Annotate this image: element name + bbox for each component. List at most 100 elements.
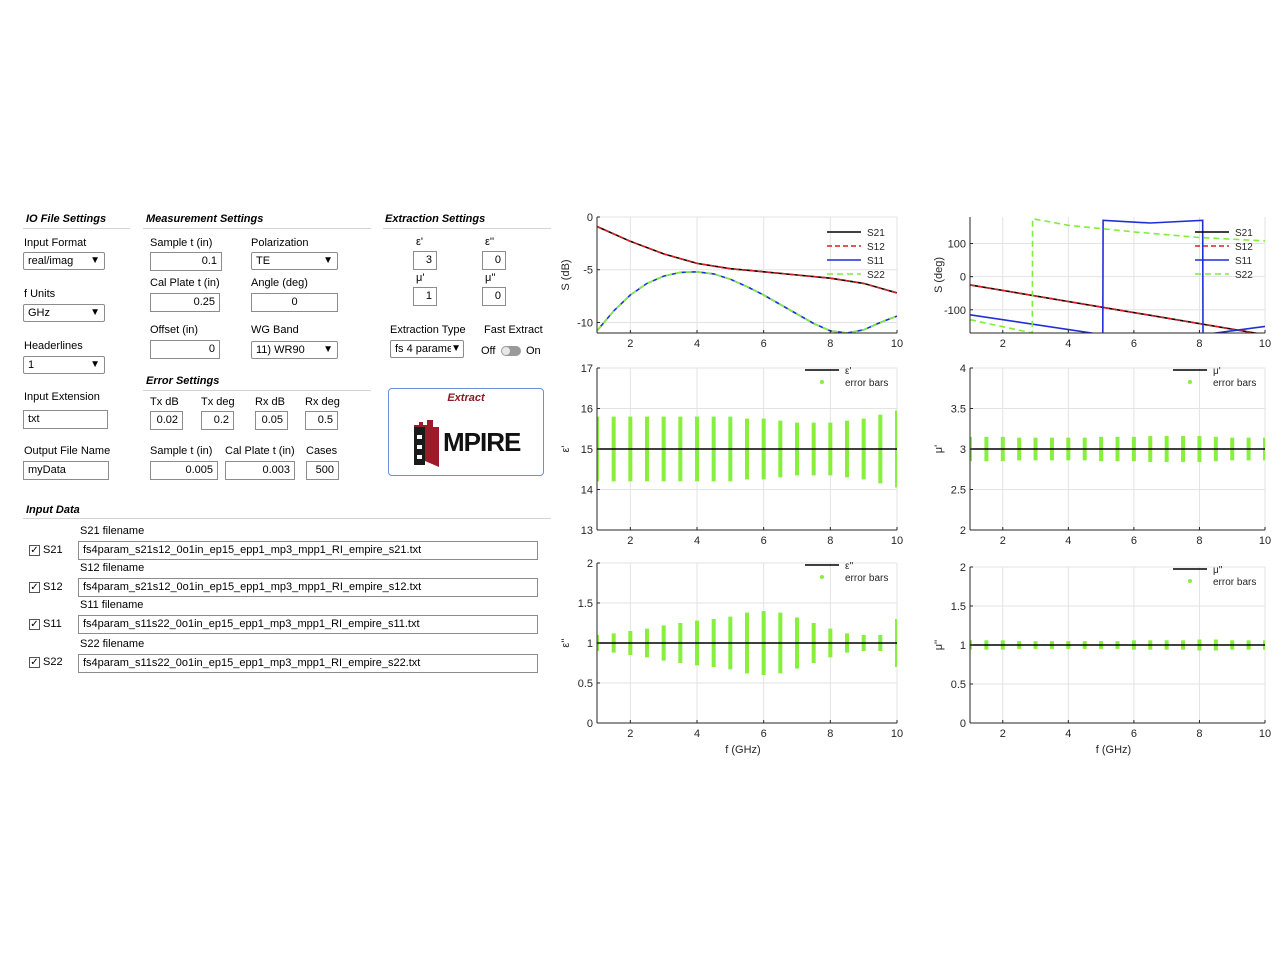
x-tick-label: 8 [827,728,833,740]
s12-filename-field[interactable]: fs4param_s21s12_0o1in_ep15_epp1_mp3_mpp1… [78,578,538,597]
y-tick-label: 3 [960,444,966,456]
eps-imag-field[interactable]: 0 [482,251,506,270]
s11-checkbox[interactable]: ✓ [29,619,40,630]
legend-swatch-error-bars [1188,579,1192,583]
s12-filename-label: S12 filename [80,562,145,574]
x-tick-label: 6 [1131,338,1137,350]
eps-real-field[interactable]: 3 [413,251,437,270]
cases-field[interactable]: 500 [306,461,339,480]
input-data-divider [23,518,551,519]
x-axis-label: f (GHz) [725,744,760,756]
input-format-select[interactable]: real/imag ▼ [23,252,105,270]
legend-swatch-error-bars [1188,380,1192,384]
wg-band-value: 11) WR90 [256,344,305,356]
rx-deg-field[interactable]: 0.5 [305,411,338,430]
extraction-type-select[interactable]: fs 4 parame ▼ [390,340,464,358]
legend-entry-value: ε' [845,366,851,377]
mu-imag-label: μ'' [485,272,496,284]
castle-logo-icon [414,420,439,467]
series-line-s12 [597,225,897,294]
err-cal-plate-label: Cal Plate t (in) [225,445,295,457]
y-tick-label: 14 [581,485,593,497]
input-extension-field[interactable]: txt [23,410,108,429]
y-axis-label: μ' [933,445,945,453]
y-tick-label: 0 [960,272,966,284]
wg-band-select[interactable]: 11) WR90 ▼ [251,341,338,359]
y-tick-label: 17 [581,363,593,375]
measurement-settings-title: Measurement Settings [146,213,264,225]
s11-checkbox-label: S11 [43,618,62,630]
angle-field[interactable]: 0 [251,293,338,312]
y-tick-label: 0.5 [578,678,593,690]
legend: ε'error bars [805,366,888,389]
f-units-label: f Units [24,288,56,300]
err-sample-thickness-field[interactable]: 0.005 [150,461,218,480]
x-tick-label: 4 [1065,535,1071,547]
fast-extract-off-label: Off [481,345,496,357]
s12-checkbox[interactable]: ✓ [29,582,40,593]
legend-entry-s21: S21 [1235,228,1253,239]
extraction-settings-divider [383,228,551,229]
output-file-name-field[interactable]: myData [23,461,109,480]
eps-imag-label: ε'' [485,236,495,248]
s22-filename-field[interactable]: fs4param_s11s22_0o1in_ep15_epp1_mp3_mpp1… [78,654,538,673]
legend-entry-error-bars: error bars [1213,378,1256,389]
sample-thickness-field[interactable]: 0.1 [150,252,222,271]
mu-imag-field[interactable]: 0 [482,287,506,306]
fast-extract-on-label: On [526,345,541,357]
s12-checkbox-label: S12 [43,581,63,593]
tx-deg-field[interactable]: 0.2 [201,411,234,430]
output-file-name-label: Output File Name [24,445,111,457]
s21-checkbox[interactable]: ✓ [29,545,40,556]
plot-area [970,639,1265,651]
input-extension-label: Input Extension [24,391,100,403]
chart-phase: 2 4 6 8 10 100 0 -100 S (deg) S21 S12 S11 S22 [933,217,1271,350]
rx-db-label: Rx dB [255,396,285,408]
angle-label: Angle (deg) [251,277,308,289]
series-line-s11 [970,219,1265,333]
tx-db-field[interactable]: 0.02 [150,411,183,430]
fast-extract-toggle[interactable] [501,346,521,356]
x-tick-label: 6 [1131,728,1137,740]
measurement-settings-divider [143,228,371,229]
offset-field[interactable]: 0 [150,340,220,359]
rx-db-field[interactable]: 0.05 [255,411,288,430]
offset-label: Offset (in) [150,324,199,336]
tx-db-label: Tx dB [150,396,179,408]
legend-swatch-error-bars [820,380,824,384]
y-axis-label: S (deg) [933,257,945,293]
legend-entry-error-bars: error bars [1213,577,1256,588]
s11-filename-field[interactable]: fs4param_s11s22_0o1in_ep15_epp1_mp3_mpp1… [78,615,538,634]
polarization-label: Polarization [251,237,309,249]
y-tick-label: 3.5 [951,404,966,416]
plot-area [970,436,1265,462]
cal-plate-field[interactable]: 0.25 [150,293,220,312]
x-tick-label: 2 [627,535,633,547]
y-tick-label: -10 [577,317,593,329]
f-units-select[interactable]: GHz ▼ [23,304,105,322]
polarization-select[interactable]: TE ▼ [251,252,338,270]
legend: S21 S12 S11 S22 [827,228,885,281]
y-tick-label: 2 [960,562,966,574]
s21-filename-field[interactable]: fs4param_s21s12_0o1in_ep15_epp1_mp3_mpp1… [78,541,538,560]
mu-real-field[interactable]: 1 [413,287,437,306]
plot-area [597,225,897,333]
x-tick-label: 6 [761,728,767,740]
headerlines-select[interactable]: 1 ▼ [23,356,105,374]
extract-button[interactable]: Extract MPIRE [388,388,544,476]
fast-extract-label: Fast Extract [484,324,543,336]
polarization-value: TE [256,255,271,267]
y-axis-label: ε'' [560,638,572,647]
input-data-title: Input Data [26,504,80,516]
error-settings-title: Error Settings [146,375,220,387]
x-tick-label: 10 [1259,728,1271,740]
plot-area [597,611,897,675]
legend-entry-s12: S12 [1235,242,1253,253]
err-cal-plate-field[interactable]: 0.003 [225,461,295,480]
s22-checkbox[interactable]: ✓ [29,657,40,668]
input-format-label: Input Format [24,237,87,249]
x-tick-label: 4 [1065,728,1071,740]
